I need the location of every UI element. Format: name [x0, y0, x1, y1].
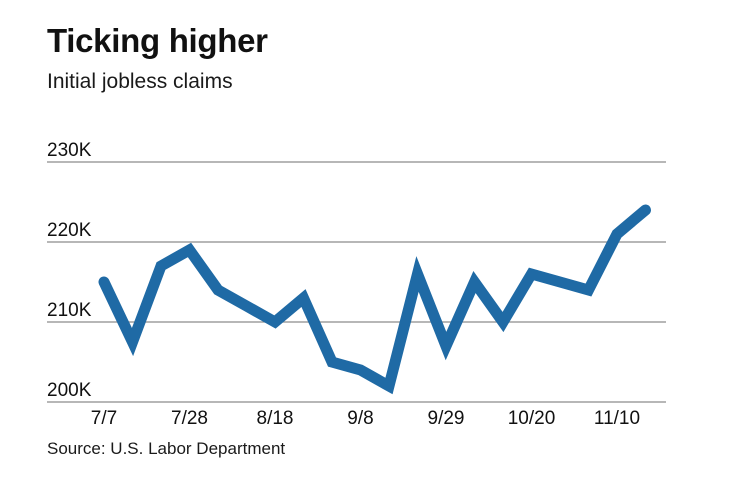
x-tick-label: 8/18 — [257, 408, 294, 429]
x-axis-labels: 7/7 7/28 8/18 9/8 9/29 10/20 11/10 — [91, 408, 640, 429]
x-tick-label: 10/20 — [508, 408, 556, 429]
x-tick-label: 7/7 — [91, 408, 117, 429]
y-tick-label: 230K — [47, 140, 92, 161]
y-tick-label: 200K — [47, 380, 92, 401]
chart-subtitle: Initial jobless claims — [47, 70, 233, 93]
gridlines — [47, 161, 666, 403]
x-tick-label: 9/8 — [347, 408, 373, 429]
y-axis-labels: 200K 210K 220K 230K — [47, 140, 92, 401]
y-tick-label: 210K — [47, 300, 92, 321]
source-note: Source: U.S. Labor Department — [47, 439, 286, 458]
jobless-claims-line — [98, 204, 651, 395]
x-tick-label: 9/29 — [428, 408, 465, 429]
chart-title: Ticking higher — [47, 22, 268, 59]
x-tick-label: 7/28 — [171, 408, 208, 429]
x-tick-label: 11/10 — [594, 408, 640, 429]
y-tick-label: 220K — [47, 220, 92, 241]
